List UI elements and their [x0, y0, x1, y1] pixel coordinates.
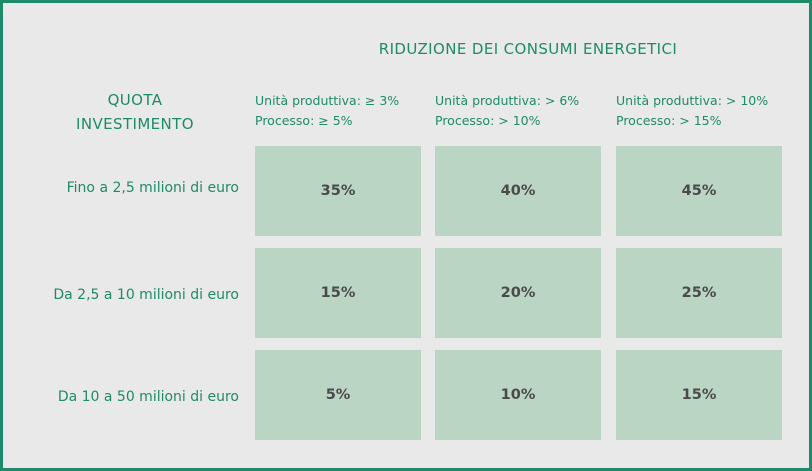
row-label-3: Da 10 a 50 milioni di euro — [57, 389, 239, 405]
table-cell-r2-c1: 15% — [255, 248, 421, 338]
table-cell-r1-c2: 40% — [435, 146, 601, 236]
column-header-2-line-2: Processo: > 10% — [435, 113, 541, 128]
table-cell-r1-c3: 45% — [616, 146, 782, 236]
cell-value: 15% — [681, 387, 717, 403]
row-label-1: Fino a 2,5 milioni di euro — [66, 180, 239, 196]
column-header-2-line-1: Unità produttiva: > 6% — [435, 93, 580, 108]
table-cell-r1-c1: 35% — [255, 146, 421, 236]
cell-value: 20% — [500, 285, 536, 301]
row-label-2: Da 2,5 a 10 milioni di euro — [53, 287, 239, 303]
table-cell-r3-c2: 10% — [435, 350, 601, 440]
column-header-1: Unità produttiva: ≥ 3% Processo: ≥ 5% — [255, 91, 399, 131]
table-title: RIDUZIONE DEI CONSUMI ENERGETICI — [378, 40, 678, 58]
cell-value: 10% — [500, 387, 536, 403]
table-cell-r3-c3: 15% — [616, 350, 782, 440]
table-cell-r3-c1: 5% — [255, 350, 421, 440]
column-header-1-line-2: Processo: ≥ 5% — [255, 113, 353, 128]
column-header-2: Unità produttiva: > 6% Processo: > 10% — [435, 91, 579, 131]
column-header-3-line-1: Unità produttiva: > 10% — [616, 93, 769, 108]
cell-value: 40% — [500, 183, 536, 199]
cell-value: 25% — [681, 285, 717, 301]
cell-value: 45% — [681, 183, 717, 199]
table-cell-r2-c3: 25% — [616, 248, 782, 338]
column-header-3-line-2: Processo: > 15% — [616, 113, 722, 128]
row-header-line-2: INVESTIMENTO — [76, 115, 194, 133]
row-header-title: QUOTA INVESTIMENTO — [45, 88, 225, 136]
table-cell-r2-c2: 20% — [435, 248, 601, 338]
column-header-1-line-1: Unità produttiva: ≥ 3% — [255, 93, 400, 108]
cell-value: 35% — [320, 183, 356, 199]
column-header-3: Unità produttiva: > 10% Processo: > 15% — [616, 91, 768, 131]
cell-value: 5% — [325, 387, 351, 403]
row-header-line-1: QUOTA — [107, 91, 163, 109]
cell-value: 15% — [320, 285, 356, 301]
